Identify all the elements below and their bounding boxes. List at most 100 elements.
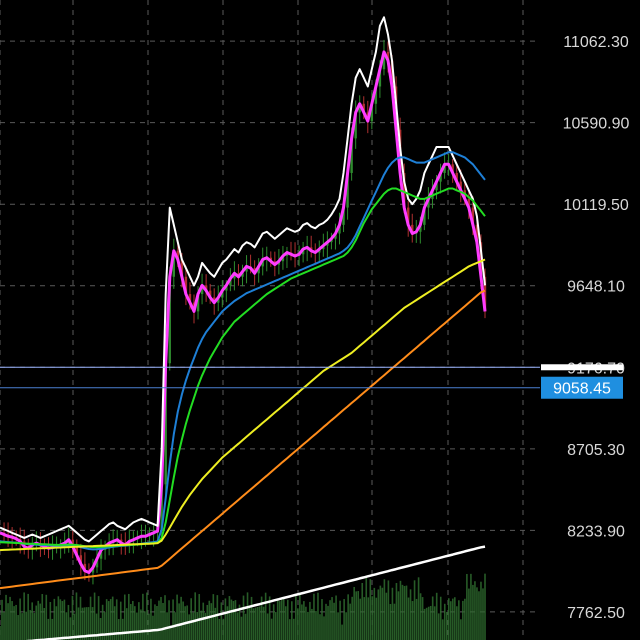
volume-bar (405, 585, 408, 640)
candle-body (79, 555, 83, 564)
volume-bar (389, 604, 392, 640)
volume-bar (454, 597, 456, 640)
volume-bar (403, 585, 406, 640)
volume-bar (49, 601, 52, 640)
candle-body (402, 172, 406, 208)
volume-bar (299, 593, 301, 640)
volume-bar (25, 611, 27, 640)
volume-bar (423, 608, 426, 640)
y-tick-label-6: 8233.90 (567, 523, 625, 540)
candle-body (358, 103, 361, 113)
volume-bar (474, 581, 476, 640)
volume-bar (385, 592, 388, 640)
volume-bar (144, 611, 146, 640)
candle-body (374, 86, 378, 104)
volume-bar (325, 603, 327, 640)
volume-bar (335, 595, 337, 640)
volume-bar (293, 618, 295, 640)
volume-bar (111, 596, 114, 640)
volume-bar (79, 596, 82, 640)
volume-bar (59, 599, 62, 640)
volume-bar (103, 612, 106, 640)
volume-bar (387, 580, 390, 640)
volume-bar (21, 613, 23, 640)
volume-bar (162, 602, 164, 640)
volume-bar (445, 611, 448, 640)
volume-bar (276, 598, 279, 640)
candle-body (217, 297, 220, 303)
volume-bar (71, 595, 74, 640)
volume-bar (309, 601, 311, 640)
volume-bar (51, 618, 54, 640)
ref-level-badge (541, 364, 623, 371)
volume-bars (0, 573, 486, 640)
volume-bar (333, 602, 335, 640)
candle-body (91, 567, 95, 573)
current-price-label: 9058.45 (553, 381, 611, 398)
volume-bar (67, 604, 70, 640)
volume-bar (77, 607, 80, 640)
volume-bar (258, 606, 261, 640)
volume-bar (441, 619, 444, 640)
volume-bar (75, 592, 78, 640)
series-line-6 (25, 545, 486, 640)
volume-bar (125, 608, 128, 640)
candle-body (245, 266, 248, 272)
volume-bar (462, 600, 464, 640)
volume-bar (272, 604, 275, 640)
candle-body (334, 233, 337, 239)
candle-body (196, 294, 200, 312)
volume-bar (244, 613, 247, 640)
volume-bar (268, 596, 271, 640)
volume-bar (447, 598, 450, 640)
candle-body (261, 259, 264, 267)
candle-body (354, 112, 357, 139)
volume-bar (190, 598, 192, 640)
volume-bar (41, 594, 44, 640)
volume-bar (383, 579, 386, 640)
volume-bar (311, 608, 313, 640)
volume-bar (107, 601, 110, 640)
volume-bar (284, 606, 287, 640)
volume-bar (204, 612, 207, 640)
volume-bar (105, 599, 108, 640)
volume-bar (282, 596, 285, 640)
candle-body (435, 181, 438, 191)
volume-bar (95, 613, 98, 640)
candle-body (471, 207, 475, 225)
volume-bar (0, 626, 1, 640)
volume-bar (63, 599, 66, 640)
candle-body (370, 103, 374, 122)
volume-bar (413, 580, 416, 640)
y-tick-label-7: 7762.50 (567, 605, 625, 622)
volume-bar (478, 591, 480, 640)
volume-bar (353, 586, 355, 640)
volume-bar (449, 601, 452, 640)
series-line-5 (0, 289, 486, 590)
volume-bar (409, 589, 412, 640)
volume-bar (468, 588, 470, 640)
candle-body (338, 224, 341, 234)
volume-bar (460, 619, 462, 640)
volume-bar (266, 613, 269, 640)
candle-body (200, 285, 204, 295)
volume-bar (419, 593, 422, 640)
volume-bar (200, 610, 203, 640)
volume-bar (115, 599, 118, 640)
volume-bar (73, 613, 76, 640)
volume-bar (47, 618, 50, 640)
volume-bar (83, 607, 86, 640)
y-tick-label-5: 8705.30 (567, 442, 625, 459)
volume-bar (33, 613, 36, 640)
candle-body (427, 198, 430, 208)
volume-bar (43, 608, 46, 640)
volume-bar (421, 597, 424, 640)
volume-bar (377, 589, 380, 640)
candle-body (479, 242, 483, 277)
volume-bar (278, 601, 281, 640)
volume-bar (176, 594, 178, 640)
volume-bar (375, 597, 378, 640)
volume-bar (458, 600, 460, 640)
candle-body (75, 546, 78, 556)
